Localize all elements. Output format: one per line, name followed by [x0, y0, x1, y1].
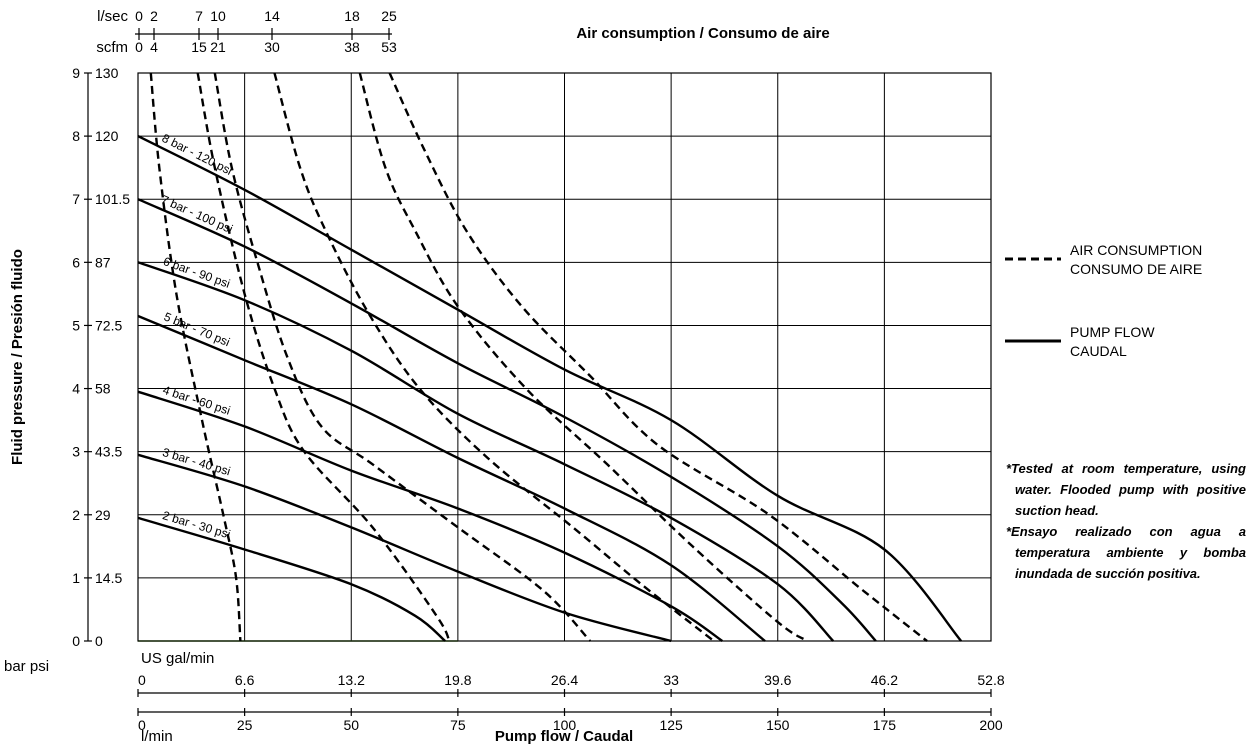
- pump-flow-curve: [137, 390, 723, 642]
- pump-flow-curve: [137, 453, 672, 643]
- lsec-tick-label: 25: [381, 8, 397, 24]
- pump-flow-curve: [137, 198, 877, 642]
- y-psi-tick-label: 130: [95, 65, 119, 81]
- air-consumption-curve-7: [196, 72, 451, 642]
- test-notes: *Tested at room temperature, using water…: [1006, 458, 1246, 584]
- usgal-tick-label: 33: [663, 672, 679, 688]
- lsec-tick-label: 2: [150, 8, 158, 24]
- usgal-tick-label: 13.2: [338, 672, 365, 688]
- grid-lines: [138, 73, 991, 642]
- lmin-tick-label: 75: [450, 717, 466, 733]
- y-psi-tick-label: 72.5: [95, 317, 122, 333]
- y-bar-tick-label: 1: [72, 570, 80, 586]
- y-bar-tick-label: 7: [72, 191, 80, 207]
- legend-air-label-2: CONSUMO DE AIRE: [1070, 261, 1202, 277]
- lsec-axis-label: l/sec: [97, 8, 128, 25]
- scfm-tick-label: 4: [150, 39, 158, 55]
- usgal-tick-label: 52.8: [977, 672, 1004, 688]
- pump-flow-curve: [137, 261, 835, 642]
- lmin-tick-label: 25: [237, 717, 253, 733]
- plot-frame: [137, 72, 992, 642]
- bar-psi-axis-label: bar psi: [4, 658, 49, 675]
- y-psi-tick-label: 43.5: [95, 444, 122, 460]
- lmin-axis-label: l/min: [141, 728, 173, 745]
- lmin-tick-label: 175: [873, 717, 897, 733]
- y-psi-tick-label: 29: [95, 507, 111, 523]
- air-consumption-curve-18: [358, 72, 809, 643]
- lsec-tick-label: 0: [135, 8, 143, 24]
- y-psi-tick-label: 120: [95, 128, 119, 144]
- lsec-tick-label: 14: [264, 8, 280, 24]
- usgal-tick-label: 46.2: [871, 672, 898, 688]
- scfm-axis-label: scfm: [96, 39, 128, 56]
- legend-flow-label-1: PUMP FLOW: [1070, 324, 1155, 340]
- scfm-tick-label: 0: [135, 39, 143, 55]
- legend-air-label-1: AIR CONSUMPTION: [1070, 242, 1202, 258]
- air-consumption-curves: [149, 72, 928, 643]
- lsec-tick-label: 10: [210, 8, 226, 24]
- lmin-tick-label: 125: [659, 717, 683, 733]
- scfm-tick-label: 30: [264, 39, 280, 55]
- air-consumption-curve-2: [149, 72, 242, 642]
- y-psi-tick-label: 0: [95, 633, 103, 649]
- lmin-tick-label: 100: [553, 717, 577, 733]
- note-spanish: *Ensayo realizado con agua a temperatura…: [1006, 524, 1246, 581]
- usgal-tick-label: 26.4: [551, 672, 578, 688]
- scfm-tick-label: 15: [191, 39, 207, 55]
- y-bar-tick-label: 9: [72, 65, 80, 81]
- y-bar-tick-label: 2: [72, 507, 80, 523]
- usgal-tick-label: 6.6: [235, 672, 255, 688]
- usgal-tick-label: 19.8: [444, 672, 471, 688]
- y-bar-tick-label: 6: [72, 254, 80, 270]
- y-axis-title: Fluid pressure / Presión fluido: [9, 249, 26, 465]
- y-bar-tick-label: 0: [72, 633, 80, 649]
- lsec-tick-label: 7: [195, 8, 203, 24]
- lsec-tick-label: 18: [344, 8, 360, 24]
- usgal-tick-label: 0: [138, 672, 146, 688]
- chart-title: Air consumption / Consumo de aire: [576, 25, 829, 42]
- y-psi-tick-label: 87: [95, 254, 111, 270]
- y-bar-tick-label: 4: [72, 381, 80, 397]
- lmin-tick-label: 50: [343, 717, 359, 733]
- scfm-tick-label: 21: [210, 39, 226, 55]
- y-psi-tick-label: 101.5: [95, 191, 130, 207]
- usgal-axis-label: US gal/min: [141, 650, 214, 667]
- air-consumption-curve-14: [273, 72, 715, 642]
- pump-flow-curve: [137, 314, 766, 642]
- x-axis-title: Pump flow / Caudal: [495, 728, 633, 745]
- pump-flow-curve: [137, 516, 446, 642]
- air-consumption-curve-10: [213, 72, 591, 642]
- y-psi-tick-label: 58: [95, 381, 111, 397]
- pump-flow-curve: [137, 135, 963, 642]
- scfm-tick-label: 53: [381, 39, 397, 55]
- y-bar-tick-label: 8: [72, 128, 80, 144]
- lmin-tick-label: 200: [979, 717, 1003, 733]
- legend: AIR CONSUMPTION CONSUMO DE AIRE PUMP FLO…: [1005, 242, 1202, 359]
- y-bar-tick-label: 5: [72, 317, 80, 333]
- note-english: *Tested at room temperature, using water…: [1006, 461, 1246, 518]
- scfm-tick-label: 38: [344, 39, 360, 55]
- lmin-tick-label: 150: [766, 717, 790, 733]
- usgal-tick-label: 39.6: [764, 672, 791, 688]
- y-bar-tick-label: 3: [72, 444, 80, 460]
- air-consumption-curve-25: [388, 72, 928, 642]
- y-psi-tick-label: 14.5: [95, 570, 122, 586]
- lmin-tick-label: 0: [138, 717, 146, 733]
- legend-flow-label-2: CAUDAL: [1070, 343, 1127, 359]
